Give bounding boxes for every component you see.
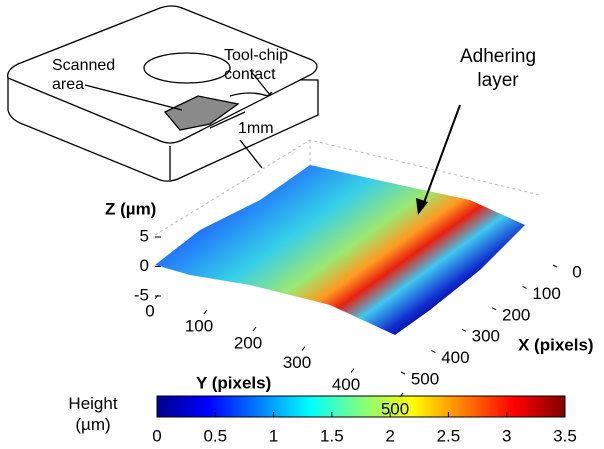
y-tick [302, 347, 305, 351]
colorbar-tick-label: 3 [502, 426, 511, 445]
x-tick-label: 200 [502, 305, 530, 324]
x-tick [492, 308, 496, 310]
y-tick-label: 500 [381, 399, 409, 418]
x-tick [401, 372, 405, 374]
y-tick-label: 0 [145, 301, 154, 320]
y-tick-label: 400 [332, 375, 360, 394]
y-tick [204, 310, 207, 314]
x-tick [431, 351, 435, 353]
y-tick-label: 100 [185, 316, 213, 335]
annotation: Adhering layer [453, 45, 543, 93]
figure: Z (µm) X (pixels) Y (pixels) -5050100200… [0, 0, 604, 449]
z-tick-label: 5 [140, 226, 149, 245]
inset-label: Scanned area [52, 56, 132, 94]
colorbar-tick-label: 2.5 [437, 426, 461, 445]
colorbar-tick-label: 0 [152, 426, 161, 445]
x-tick-label: 500 [411, 369, 439, 388]
y-label: Y (pixels) [196, 373, 271, 392]
annotation-arrow [422, 105, 460, 208]
inset-label: Tool-chip contact [224, 46, 314, 84]
z-tick-label: 0 [140, 256, 149, 275]
x-tick-label: 0 [572, 262, 581, 281]
x-tick-label: 300 [472, 327, 500, 346]
y-tick [253, 327, 256, 331]
x-tick [523, 286, 527, 288]
colorbar-tick-label: 3.5 [553, 426, 577, 445]
z-label: Z (µm) [105, 199, 156, 218]
colorbar [157, 396, 565, 417]
x-label: X (pixels) [518, 335, 594, 354]
x-tick-label: 100 [532, 284, 560, 303]
surface [155, 165, 525, 335]
insert-hole [144, 53, 230, 83]
y-tick [351, 369, 354, 373]
colorbar-tick-label: 1.5 [320, 426, 344, 445]
x-tick [553, 265, 557, 267]
x-tick [462, 329, 466, 331]
colorbar-label: Height (µm) [58, 393, 128, 435]
colorbar-tick-label: 1 [269, 426, 278, 445]
colorbar-tick-label: 2 [385, 426, 394, 445]
y-tick-label: 300 [283, 353, 311, 372]
x-tick-label: 400 [441, 348, 469, 367]
y-tick-label: 200 [234, 333, 262, 352]
inset-label: 1mm [238, 118, 274, 139]
colorbar-tick-label: 0.5 [203, 426, 227, 445]
